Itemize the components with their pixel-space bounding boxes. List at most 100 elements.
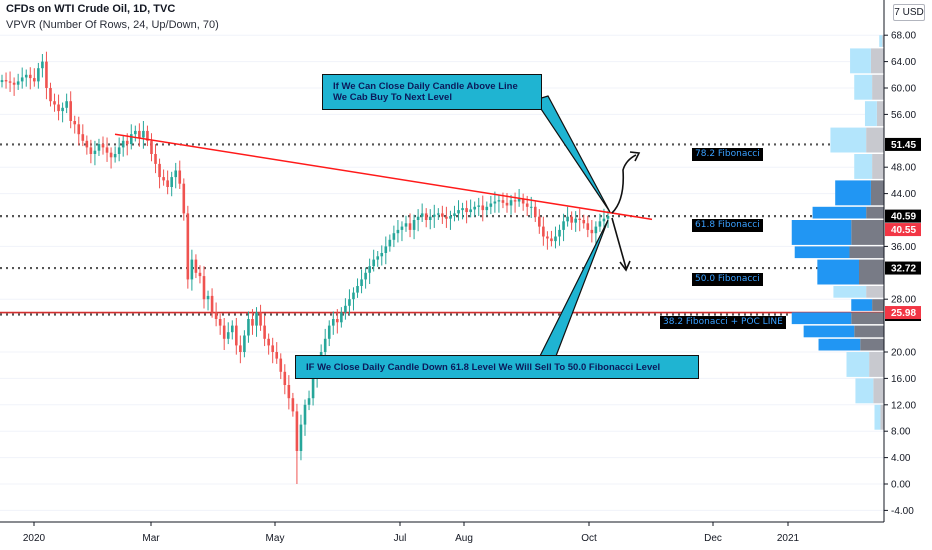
candle-body	[202, 276, 206, 300]
y-tick-label: 28.00	[891, 295, 916, 306]
trendline	[114, 133, 653, 221]
candle-body	[323, 338, 327, 352]
vpvr-down-bar	[876, 101, 884, 127]
candle-body	[113, 154, 117, 158]
candle-body	[170, 177, 173, 187]
candle-body	[441, 213, 444, 217]
callout-sell: IF We Close Daily Candle Down 61.8 Level…	[295, 355, 699, 379]
volume-profile	[791, 35, 884, 430]
candle-body	[65, 101, 68, 108]
vpvr-up-bar	[851, 299, 873, 311]
candle-body	[336, 319, 339, 323]
currency-selector[interactable]: 7 USD	[893, 4, 925, 21]
vpvr-up-bar	[846, 352, 870, 377]
candle-body	[247, 319, 250, 336]
candle-body	[348, 299, 351, 306]
candle-body	[53, 101, 56, 105]
vpvr-up-bar	[850, 48, 871, 74]
y-tick-label: 44.00	[891, 189, 916, 200]
candle-body	[477, 205, 481, 207]
candle-body	[97, 144, 101, 151]
candle-body	[186, 213, 190, 280]
candle-body	[392, 233, 396, 240]
candle-body	[538, 216, 541, 227]
candle-body	[162, 177, 165, 181]
vpvr-up-bar	[855, 378, 874, 404]
vpvr-up-bar	[854, 74, 873, 100]
candle-body	[275, 352, 279, 359]
candle-body	[376, 256, 380, 260]
candle-body	[461, 208, 464, 211]
candle-body	[303, 404, 307, 425]
candle-body	[396, 229, 400, 234]
callout-buy: If We Can Close Daily Candle Above Line …	[322, 74, 542, 110]
vpvr-down-bar	[873, 378, 884, 404]
candle-body	[360, 279, 363, 286]
candle-body	[590, 229, 594, 234]
candle-body	[606, 216, 610, 219]
fib-label-50: 50.0 Fibonacci	[692, 273, 763, 286]
candle-body	[513, 200, 517, 202]
candle-body	[529, 206, 533, 208]
y-tick-label: 60.00	[891, 84, 916, 95]
candle-body	[509, 200, 513, 206]
candle-body	[146, 130, 149, 141]
candle-body	[243, 335, 246, 352]
candle-body	[465, 208, 468, 213]
y-tick-label: 56.00	[891, 110, 916, 121]
candle-body	[489, 203, 493, 207]
resistance-trendline	[114, 133, 653, 221]
vpvr-down-bar	[872, 154, 884, 179]
y-tick-label: -4.00	[891, 506, 914, 517]
candle-body	[230, 325, 234, 333]
vpvr-down-bar	[870, 180, 884, 206]
candle-body	[533, 206, 537, 217]
x-tick-label: Jul	[394, 533, 407, 544]
price-axis: 68.00 64.00 60.00 56.00 48.00 44.00 36.00 28.00…	[883, 0, 932, 522]
candle-body	[562, 221, 565, 230]
time-axis: 2020 Mar May Jul Aug Oct Dec 2021	[0, 521, 884, 550]
indicator-label[interactable]: VPVR (Number Of Rows, 24, Up/Down, 70)	[6, 19, 219, 31]
candle-body	[279, 358, 283, 372]
candle-body	[287, 385, 291, 399]
candle-body	[307, 398, 311, 405]
candle-body	[570, 216, 573, 223]
candle-body	[437, 213, 440, 215]
y-tick-label: 16.00	[891, 374, 916, 385]
candle-body	[428, 216, 432, 220]
arrow-down-line	[611, 217, 627, 269]
candle-body	[12, 82, 16, 85]
candle-body	[69, 101, 72, 121]
candle-body	[481, 205, 485, 211]
candle-body	[166, 180, 169, 187]
vpvr-up-bar	[874, 404, 881, 430]
candle-body	[356, 286, 359, 293]
candle-body	[182, 183, 186, 214]
candle-body	[283, 371, 287, 385]
candle-body	[235, 325, 238, 346]
candle-body	[20, 77, 24, 82]
vpvr-up-bar	[791, 312, 852, 325]
fibonacci-levels	[0, 143, 884, 316]
candle-body	[497, 200, 501, 202]
candle-body	[493, 201, 497, 204]
candle-body	[331, 319, 335, 326]
vpvr-down-bar	[870, 48, 884, 74]
vpvr-up-bar	[812, 206, 867, 219]
vpvr-up-bar	[794, 246, 850, 259]
y-tick-label: 8.00	[891, 427, 911, 438]
candle-body	[89, 147, 93, 154]
candle-body	[517, 198, 521, 202]
candle-body	[226, 332, 230, 339]
candle-body	[101, 144, 105, 148]
candle-body	[299, 424, 303, 451]
y-tick-label: 0.00	[891, 480, 911, 491]
fib-label-61: 61.8 Fibonacci	[692, 219, 763, 232]
candle-body	[554, 236, 557, 242]
y-tick-label: 4.00	[891, 453, 911, 464]
candle-body	[582, 220, 586, 224]
vpvr-down-bar	[851, 220, 884, 245]
candle-body	[73, 121, 77, 125]
candle-body	[150, 140, 153, 154]
